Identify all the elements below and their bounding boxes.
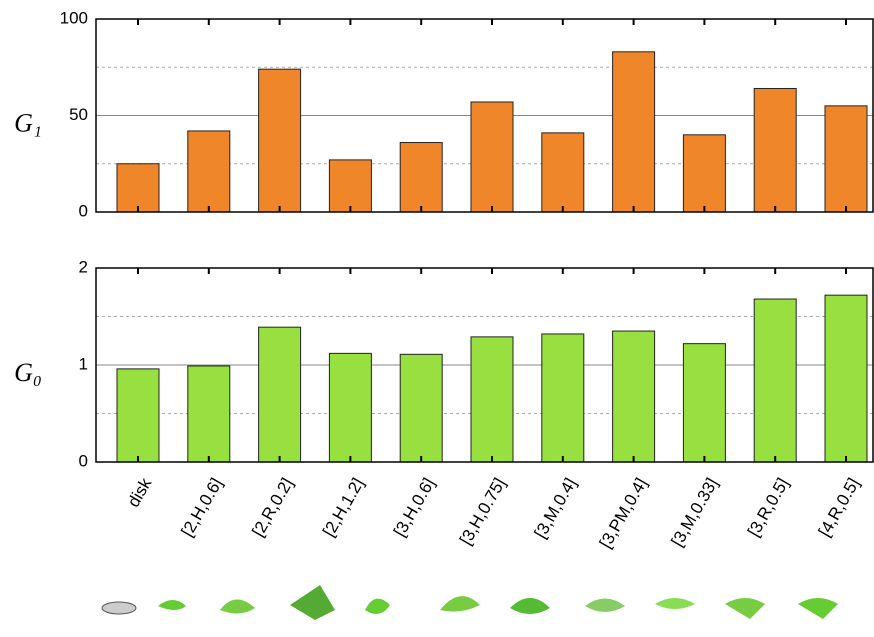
x-tick-label: [3,PM,0.4] xyxy=(596,475,651,552)
bar xyxy=(754,88,796,212)
bar xyxy=(613,331,655,462)
y-axis-label: G₁ xyxy=(14,108,42,137)
bar xyxy=(188,131,230,212)
shape-icon xyxy=(365,599,390,614)
shape-icon xyxy=(585,599,625,613)
bar xyxy=(117,164,159,212)
bar xyxy=(259,327,301,462)
bar xyxy=(542,133,584,212)
shape-icon xyxy=(440,596,480,612)
x-tick-label: [3,R,0.5] xyxy=(744,475,793,540)
bar xyxy=(117,369,159,462)
y-tick-label: 0 xyxy=(79,451,88,470)
bar xyxy=(471,102,513,212)
shape-icon xyxy=(798,598,838,619)
bar xyxy=(754,299,796,462)
x-tick-label: [3,H,0.75] xyxy=(456,475,509,548)
y-tick-label: 2 xyxy=(79,257,88,276)
bar xyxy=(542,334,584,462)
y-axis-label: G₀ xyxy=(14,358,42,387)
shape-icon xyxy=(290,585,335,620)
bar xyxy=(683,344,725,462)
bar xyxy=(471,337,513,462)
bar xyxy=(400,143,442,212)
shape-icons xyxy=(102,585,838,620)
bar xyxy=(825,106,867,212)
bar xyxy=(613,52,655,212)
shape-icon xyxy=(220,599,255,613)
page: {"chart_data": [ {"type": "bar", "ylabel… xyxy=(0,0,874,637)
x-tick-label: [3,H,0.6] xyxy=(390,475,439,540)
y-tick-label: 1 xyxy=(79,354,88,373)
x-tick-label: [2,R,0.2] xyxy=(248,475,297,540)
shape-icon xyxy=(510,598,550,614)
x-tick-label: [2,H,0.6] xyxy=(178,475,227,540)
chart: 0 50 100 G₁ 0 1 2 G₀ disk [2,H,0.6] [2,R,0.2] [2,H,… xyxy=(0,0,874,637)
x-tick-label: [3,M,0.4] xyxy=(531,475,581,542)
y-tick-label: 50 xyxy=(69,105,88,124)
x-tick-label: disk xyxy=(124,474,156,510)
bar xyxy=(259,69,301,212)
disk-icon xyxy=(102,602,136,614)
x-tick-label: [4,R,0.5] xyxy=(815,475,864,540)
bar xyxy=(188,366,230,462)
x-tick-label: [2,H,1.2] xyxy=(319,475,368,540)
y-tick-label: 100 xyxy=(60,8,88,27)
shape-icon xyxy=(655,598,695,609)
bar xyxy=(329,160,371,212)
shape-icon xyxy=(158,600,186,610)
x-tick-label: [3,M,0.33] xyxy=(667,475,721,550)
bar xyxy=(683,135,725,212)
bar xyxy=(329,353,371,462)
bar xyxy=(825,295,867,462)
y-tick-label: 0 xyxy=(79,201,88,220)
shape-icon xyxy=(725,598,765,619)
bar xyxy=(400,354,442,462)
